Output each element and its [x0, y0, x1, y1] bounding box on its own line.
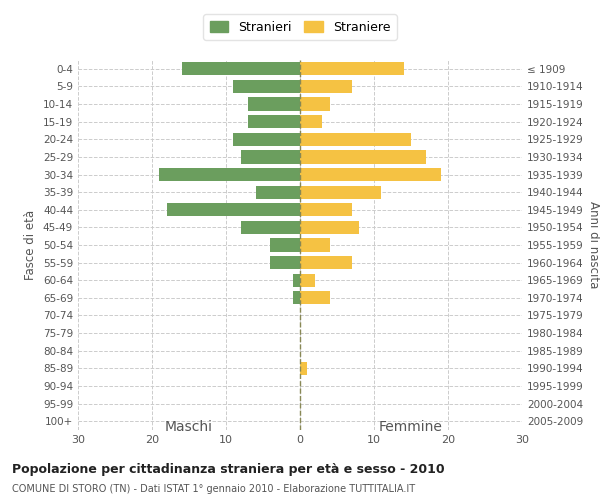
Bar [241, 221, 300, 234]
Bar [300, 186, 382, 198]
Bar [241, 150, 300, 164]
Bar [300, 256, 352, 269]
Bar [248, 115, 300, 128]
Bar [233, 80, 300, 93]
Bar [233, 132, 300, 146]
Bar [271, 238, 300, 252]
Text: Femmine: Femmine [379, 420, 443, 434]
Bar [271, 256, 300, 269]
Text: Popolazione per cittadinanza straniera per età e sesso - 2010: Popolazione per cittadinanza straniera p… [12, 462, 445, 475]
Bar [167, 203, 300, 216]
Bar [300, 80, 352, 93]
Bar [300, 291, 329, 304]
Y-axis label: Anni di nascita: Anni di nascita [587, 202, 600, 288]
Bar [300, 203, 352, 216]
Bar [160, 168, 300, 181]
Bar [300, 115, 322, 128]
Bar [256, 186, 300, 198]
Text: COMUNE DI STORO (TN) - Dati ISTAT 1° gennaio 2010 - Elaborazione TUTTITALIA.IT: COMUNE DI STORO (TN) - Dati ISTAT 1° gen… [12, 484, 415, 494]
Bar [300, 150, 426, 164]
Text: Maschi: Maschi [165, 420, 213, 434]
Bar [293, 274, 300, 287]
Bar [300, 132, 411, 146]
Bar [293, 291, 300, 304]
Y-axis label: Fasce di età: Fasce di età [25, 210, 37, 280]
Bar [300, 62, 404, 76]
Bar [300, 238, 329, 252]
Bar [300, 274, 315, 287]
Bar [300, 221, 359, 234]
Bar [300, 168, 440, 181]
Bar [182, 62, 300, 76]
Bar [300, 98, 329, 110]
Bar [300, 362, 307, 375]
Legend: Stranieri, Straniere: Stranieri, Straniere [203, 14, 397, 40]
Bar [248, 98, 300, 110]
